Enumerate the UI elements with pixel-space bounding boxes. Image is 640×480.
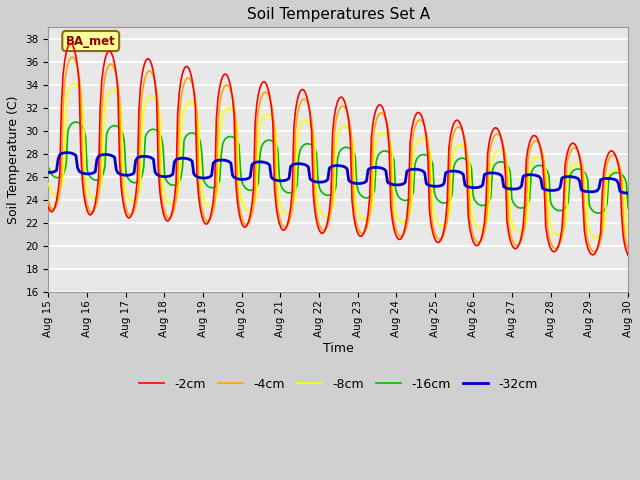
Line: -16cm: -16cm xyxy=(49,122,628,213)
-4cm xyxy=(624,246,632,252)
-32cm xyxy=(238,177,246,182)
-32cm xyxy=(624,191,632,196)
-16cm xyxy=(219,140,227,146)
-16cm xyxy=(624,205,632,211)
-8cm xyxy=(595,234,603,240)
-4cm xyxy=(45,198,52,204)
-2cm xyxy=(248,202,256,208)
-8cm xyxy=(238,199,246,205)
-16cm xyxy=(45,164,52,170)
-32cm xyxy=(45,169,52,175)
-32cm xyxy=(219,157,227,163)
-32cm xyxy=(593,188,601,193)
-16cm xyxy=(248,187,256,193)
-2cm xyxy=(238,222,246,228)
-2cm xyxy=(45,204,52,210)
-16cm xyxy=(238,180,246,185)
-8cm xyxy=(300,118,307,124)
-32cm xyxy=(62,150,70,156)
-4cm xyxy=(248,211,256,217)
X-axis label: Time: Time xyxy=(323,342,354,355)
-32cm xyxy=(117,171,125,177)
-8cm xyxy=(592,235,600,241)
-4cm xyxy=(219,87,227,93)
-2cm xyxy=(219,73,227,79)
-2cm xyxy=(300,87,307,93)
-4cm xyxy=(238,216,246,222)
-8cm xyxy=(70,80,78,86)
-4cm xyxy=(595,243,603,249)
-2cm xyxy=(67,40,75,46)
-16cm xyxy=(595,210,603,216)
Title: Soil Temperatures Set A: Soil Temperatures Set A xyxy=(246,7,430,22)
Line: -2cm: -2cm xyxy=(49,43,628,255)
-4cm xyxy=(300,96,307,102)
-8cm xyxy=(624,231,632,237)
-16cm xyxy=(72,119,80,125)
-8cm xyxy=(219,112,227,118)
-8cm xyxy=(45,180,52,186)
Text: BA_met: BA_met xyxy=(66,35,116,48)
-32cm xyxy=(300,161,307,167)
Line: -32cm: -32cm xyxy=(49,153,628,193)
Legend: -2cm, -4cm, -8cm, -16cm, -32cm: -2cm, -4cm, -8cm, -16cm, -32cm xyxy=(134,373,543,396)
Line: -8cm: -8cm xyxy=(49,83,628,238)
-4cm xyxy=(69,54,77,60)
-16cm xyxy=(117,127,125,133)
-2cm xyxy=(117,184,125,190)
Y-axis label: Soil Temperature (C): Soil Temperature (C) xyxy=(7,96,20,224)
Line: -4cm: -4cm xyxy=(49,57,628,252)
-2cm xyxy=(593,245,601,251)
-4cm xyxy=(117,166,125,171)
-16cm xyxy=(300,142,307,148)
-16cm xyxy=(593,210,601,216)
-32cm xyxy=(248,162,256,168)
-8cm xyxy=(248,205,256,211)
-2cm xyxy=(624,252,632,258)
-8cm xyxy=(117,106,125,111)
-4cm xyxy=(590,249,598,254)
